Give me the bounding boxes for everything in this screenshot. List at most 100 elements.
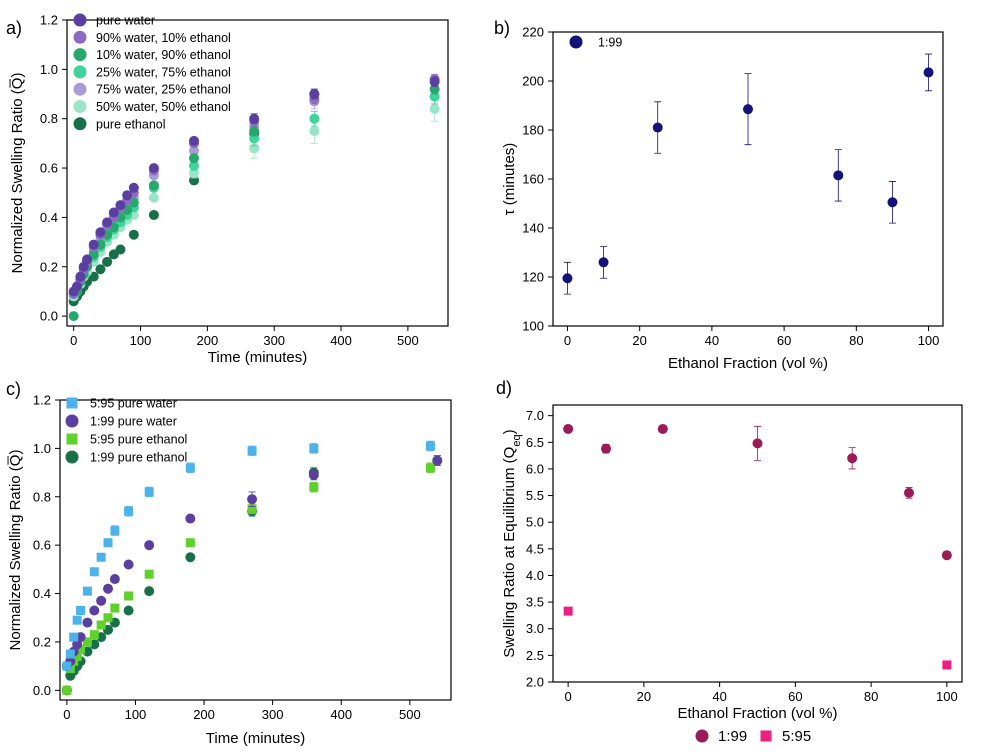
data-point <box>89 605 100 616</box>
x-tick-label: 20 <box>637 689 651 704</box>
x-tick-label: 300 <box>262 707 284 722</box>
legend-label: 5:95 <box>782 728 811 745</box>
y-tick-label: 0.6 <box>40 161 58 176</box>
data-point <box>563 606 573 616</box>
data-point <box>108 207 119 218</box>
data-point <box>72 651 82 661</box>
y-axis-label: τ (minutes) <box>501 143 518 216</box>
data-point <box>124 506 134 516</box>
data-point <box>68 311 79 322</box>
legend: 1:99 <box>569 35 622 50</box>
legend: 5:95 pure water 1:99 pure water 5:95 pure … <box>65 397 187 465</box>
panel-1: b) 0 20 40 60 80 100 100 120 140 160 180 200 220 Ethan… <box>494 18 944 372</box>
y-tick-label: 0.4 <box>33 586 51 601</box>
data-point <box>308 470 319 480</box>
y-axis-label-main: Normalized Swelling Ratio (Q̅) <box>9 73 26 274</box>
data-point <box>941 550 952 561</box>
data-point <box>82 586 92 596</box>
data-point <box>247 494 258 505</box>
data-point <box>833 170 844 181</box>
y-tick-label: 0.0 <box>40 309 58 324</box>
data-point <box>752 438 763 449</box>
y-axis-label-main: Swelling Ratio at Equilibrium (Q <box>501 447 518 658</box>
x-tick-label: 20 <box>632 333 646 348</box>
y-tick-label: 2.5 <box>526 648 544 663</box>
series-0 <box>62 440 435 671</box>
data-point <box>72 615 82 625</box>
data-point <box>128 229 139 240</box>
data-point <box>144 586 155 597</box>
data-point <box>309 443 319 453</box>
series-0 <box>68 76 440 297</box>
x-axis-label: Time (minutes) <box>208 349 307 366</box>
legend-label: 5:95 pure water <box>90 397 177 411</box>
y-axis-label-main: τ (minutes) <box>501 143 518 216</box>
data-point <box>247 504 257 514</box>
data-point <box>65 649 75 659</box>
x-tick-label: 60 <box>777 333 791 348</box>
data-point <box>123 559 134 570</box>
y-tick-label: 140 <box>522 221 544 236</box>
y-tick-label: 0.6 <box>33 538 51 553</box>
data-point <box>144 487 154 497</box>
data-point <box>942 660 952 670</box>
data-point <box>95 227 106 238</box>
data-point <box>102 217 113 228</box>
data-point <box>103 538 113 548</box>
data-point <box>309 89 320 100</box>
data-point <box>309 126 320 137</box>
data-point <box>425 441 435 451</box>
x-axis-label: Time (minutes) <box>206 730 305 747</box>
data-point <box>110 526 120 536</box>
x-tick-label: 0 <box>564 333 571 348</box>
data-point <box>189 145 199 156</box>
data-point <box>122 190 133 201</box>
legend-marker <box>695 729 709 743</box>
plot-frame <box>66 19 449 327</box>
y-tick-label: 1.2 <box>33 393 51 408</box>
legend-marker <box>66 397 78 409</box>
legend-marker <box>73 117 87 131</box>
y-axis-label: Swelling Ratio at Equilibrium (Qeq) <box>501 429 523 657</box>
y-tick-label: 0.8 <box>40 111 58 126</box>
data-point <box>309 482 319 492</box>
x-tick-label: 100 <box>936 689 958 704</box>
y-tick-label: 2.0 <box>526 675 544 690</box>
data-point <box>103 613 113 623</box>
legend-label: 1:99 pure ethanol <box>90 451 187 465</box>
data-point <box>128 182 139 193</box>
series-2 <box>62 462 435 695</box>
y-tick-label: 220 <box>522 25 544 40</box>
data-point <box>148 192 159 203</box>
plot-frame <box>552 404 963 683</box>
legend-marker <box>65 450 79 464</box>
data-point <box>657 423 668 434</box>
y-axis-label-end: ) <box>501 429 518 434</box>
legend-label: 10% water, 90% ethanol <box>96 48 231 62</box>
legend-marker <box>73 48 87 62</box>
x-tick-label: 100 <box>918 333 940 348</box>
legend: 1:99 5:95 <box>695 728 811 745</box>
y-tick-label: 3.5 <box>526 595 544 610</box>
panel-label: a) <box>6 18 22 38</box>
data-point <box>96 620 106 630</box>
data-point <box>189 160 199 171</box>
data-point <box>115 244 126 255</box>
x-tick-label: 60 <box>788 689 802 704</box>
legend-marker <box>73 100 87 113</box>
legend-marker <box>66 433 78 445</box>
data-point <box>652 122 663 133</box>
data-point <box>847 453 858 464</box>
y-axis-label: Normalized Swelling Ratio (Q̅) <box>7 450 24 651</box>
data-point <box>429 103 440 114</box>
legend-marker <box>65 414 79 428</box>
data-point <box>89 567 99 577</box>
legend-label: 1:99 pure water <box>90 415 177 429</box>
data-point <box>743 104 753 115</box>
legend-label: pure ethanol <box>96 117 166 131</box>
legend-marker <box>73 82 87 96</box>
legend-marker <box>760 730 772 742</box>
series-0 <box>562 53 934 295</box>
data-point <box>903 487 914 498</box>
legend: pure water 90% water, 10% ethanol 10% wate… <box>73 13 231 131</box>
